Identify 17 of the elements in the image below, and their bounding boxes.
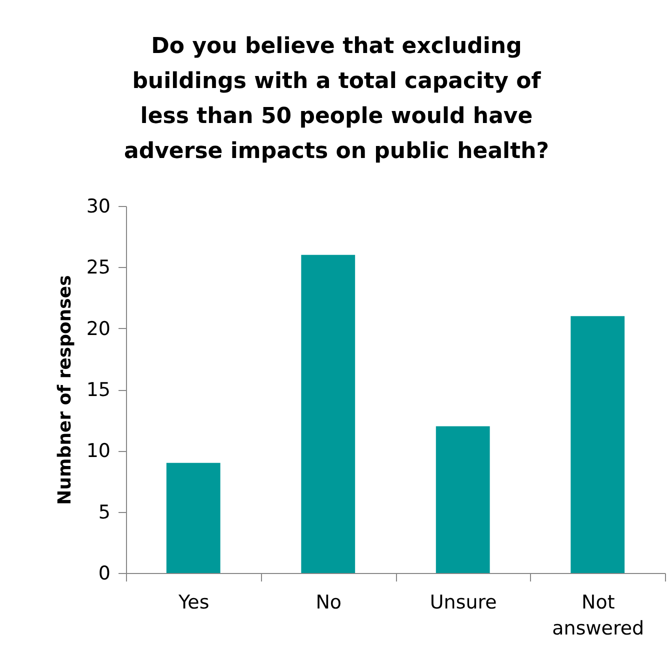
y-tick-label: 20 [86, 318, 110, 340]
y-tick-label: 30 [86, 196, 110, 218]
y-tick-label: 25 [86, 256, 110, 279]
x-tick-label: Yes [178, 592, 210, 614]
bar [570, 316, 625, 573]
x-tick-label: Not answered [552, 592, 644, 640]
bar [301, 254, 356, 573]
y-tick-label: 10 [86, 440, 110, 462]
y-tick-label: 0 [98, 562, 110, 584]
bar [436, 426, 490, 573]
y-tick-label: 15 [86, 379, 110, 401]
bar [166, 462, 220, 573]
chart-title: Do you believe that excluding buildings with a total capacity of less than 50 people would have adverse impacts on public health? [124, 34, 550, 164]
y-axis-title: Numbner of responses [54, 275, 76, 505]
x-tick-label: Unsure [430, 592, 497, 614]
x-tick-label: No [316, 592, 342, 614]
y-tick-label: 5 [98, 501, 110, 524]
